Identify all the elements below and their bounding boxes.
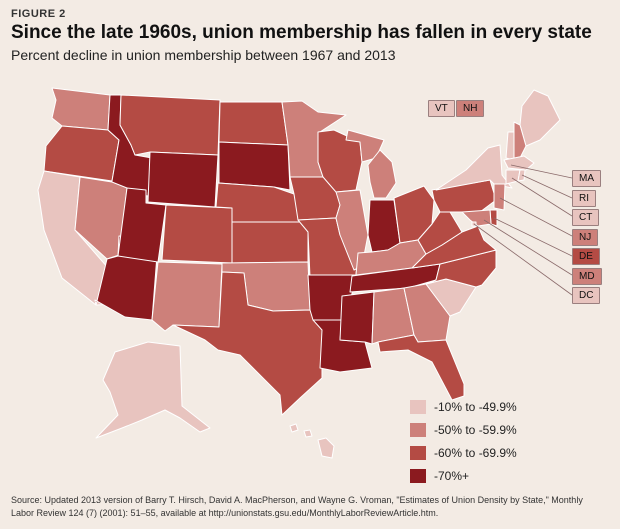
state-WV[interactable]	[417, 211, 463, 255]
state-MS[interactable]	[339, 291, 375, 345]
chip-NJ[interactable]: NJ	[572, 229, 599, 246]
legend-swatch	[410, 399, 426, 414]
chip-RI[interactable]: RI	[572, 190, 596, 207]
legend-item: -50% to -59.9%	[410, 418, 517, 441]
small-state-MD[interactable]	[461, 209, 492, 227]
legend-label: -70%+	[434, 468, 470, 483]
legend-item: -60% to -69.9%	[410, 441, 517, 464]
state-FL[interactable]	[377, 334, 465, 401]
chip-label: VT	[435, 103, 448, 114]
chip-MD[interactable]: MD	[572, 268, 602, 285]
state-HI[interactable]	[289, 423, 335, 459]
chip-label: DE	[579, 251, 593, 262]
chip-DC[interactable]: DC	[572, 287, 601, 304]
source-line-2: Labor Review 124 (7) (2001): 51–55, avai…	[11, 508, 439, 518]
chip-MA[interactable]: MA	[572, 170, 601, 187]
legend-swatch	[410, 422, 426, 437]
legend-label: -60% to -69.9%	[434, 445, 517, 460]
chip-label: NH	[463, 103, 478, 114]
state-NM[interactable]	[151, 261, 223, 332]
chip-CT[interactable]: CT	[572, 209, 600, 226]
state-NC[interactable]	[425, 249, 497, 288]
small-state-MA[interactable]	[503, 155, 535, 171]
state-WA[interactable]	[51, 87, 111, 131]
legend-label: -50% to -59.9%	[434, 422, 517, 437]
source-note: Source: Updated 2013 version of Barry T.…	[11, 494, 611, 520]
chip-label: CT	[579, 212, 593, 223]
chip-NH[interactable]: NH	[456, 100, 485, 117]
state-NY[interactable]	[435, 144, 513, 191]
state-AK[interactable]	[95, 341, 211, 439]
state-CO[interactable]	[161, 204, 233, 264]
state-MT[interactable]	[119, 94, 221, 156]
legend-swatch	[410, 468, 426, 483]
state-KS[interactable]	[231, 221, 309, 264]
source-line-1: Source: Updated 2013 version of Barry T.…	[11, 495, 583, 505]
legend-item: -10% to -49.9%	[410, 395, 517, 418]
chip-label: NJ	[579, 232, 592, 243]
state-MI[interactable]	[345, 129, 397, 199]
small-state-VT[interactable]	[505, 131, 515, 161]
small-state-NH[interactable]	[513, 121, 527, 161]
map-legend: -10% to -49.9% -50% to -59.9% -60% to -6…	[410, 395, 517, 487]
chip-label: MA	[579, 173, 594, 184]
chip-label: MD	[579, 271, 595, 282]
chip-DE[interactable]: DE	[572, 248, 600, 265]
legend-item: -70%+	[410, 464, 517, 487]
chart-subtitle: Percent decline in union membership betw…	[11, 47, 396, 63]
state-ND[interactable]	[218, 101, 289, 146]
state-IL[interactable]	[335, 189, 369, 271]
chip-VT[interactable]: VT	[428, 100, 455, 117]
small-state-NJ[interactable]	[493, 183, 506, 211]
legend-swatch	[410, 445, 426, 460]
chart-title: Since the late 1960s, union membership h…	[11, 22, 592, 43]
connector-lines	[473, 164, 573, 296]
chip-label: DC	[579, 290, 594, 301]
figure-label: FIGURE 2	[11, 8, 66, 20]
state-TX[interactable]	[172, 271, 323, 416]
state-ME[interactable]	[519, 89, 561, 147]
state-WY[interactable]	[147, 151, 219, 208]
small-state-RI[interactable]	[517, 169, 526, 182]
legend-label: -10% to -49.9%	[434, 399, 517, 414]
chip-label: RI	[579, 193, 589, 204]
state-SD[interactable]	[218, 141, 291, 191]
